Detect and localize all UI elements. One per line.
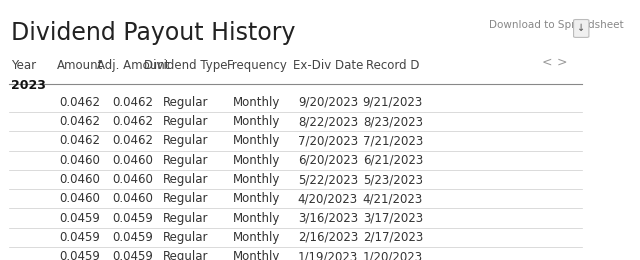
Text: Monthly: Monthly — [233, 192, 280, 205]
Text: Record D: Record D — [366, 59, 420, 72]
Text: 1/20/2023: 1/20/2023 — [363, 250, 423, 260]
Text: Monthly: Monthly — [233, 250, 280, 260]
Text: 8/23/2023: 8/23/2023 — [363, 115, 423, 128]
Text: Monthly: Monthly — [233, 115, 280, 128]
Text: 4/21/2023: 4/21/2023 — [363, 192, 423, 205]
Text: 0.0459: 0.0459 — [60, 231, 100, 244]
Text: 3/17/2023: 3/17/2023 — [363, 212, 423, 225]
Text: Monthly: Monthly — [233, 134, 280, 147]
Text: 5/23/2023: 5/23/2023 — [363, 173, 423, 186]
Text: Adj. Amount: Adj. Amount — [97, 59, 169, 72]
Text: 0.0459: 0.0459 — [113, 231, 154, 244]
Text: Frequency: Frequency — [227, 59, 287, 72]
Text: 1/19/2023: 1/19/2023 — [298, 250, 358, 260]
Text: <: < — [541, 56, 552, 69]
Text: 9/21/2023: 9/21/2023 — [363, 96, 423, 109]
Text: 2/16/2023: 2/16/2023 — [298, 231, 358, 244]
Text: 0.0460: 0.0460 — [60, 192, 100, 205]
Text: 9/20/2023: 9/20/2023 — [298, 96, 358, 109]
Text: 2/17/2023: 2/17/2023 — [363, 231, 423, 244]
Text: >: > — [557, 56, 568, 69]
Text: Regular: Regular — [163, 173, 209, 186]
Text: 0.0462: 0.0462 — [113, 96, 154, 109]
Text: ↓: ↓ — [577, 23, 586, 33]
FancyBboxPatch shape — [573, 20, 589, 37]
Text: Monthly: Monthly — [233, 231, 280, 244]
Text: Monthly: Monthly — [233, 173, 280, 186]
Text: 8/22/2023: 8/22/2023 — [298, 115, 358, 128]
Text: 0.0460: 0.0460 — [113, 173, 154, 186]
Text: 4/20/2023: 4/20/2023 — [298, 192, 358, 205]
Text: 0.0460: 0.0460 — [113, 192, 154, 205]
Text: 6/20/2023: 6/20/2023 — [298, 154, 358, 167]
Text: 0.0462: 0.0462 — [60, 96, 100, 109]
Text: Monthly: Monthly — [233, 154, 280, 167]
Text: 0.0459: 0.0459 — [113, 250, 154, 260]
Text: Regular: Regular — [163, 154, 209, 167]
Text: Regular: Regular — [163, 192, 209, 205]
Text: Regular: Regular — [163, 231, 209, 244]
Text: 0.0460: 0.0460 — [113, 154, 154, 167]
Text: 3/16/2023: 3/16/2023 — [298, 212, 358, 225]
Text: Dividend Payout History: Dividend Payout History — [11, 21, 295, 45]
Text: 2023: 2023 — [11, 79, 45, 92]
Text: 6/21/2023: 6/21/2023 — [363, 154, 423, 167]
Text: Download to Spreadsheet: Download to Spreadsheet — [489, 20, 624, 30]
Text: 0.0462: 0.0462 — [60, 134, 100, 147]
Text: Dividend Type: Dividend Type — [144, 59, 228, 72]
Text: 0.0459: 0.0459 — [113, 212, 154, 225]
Text: 0.0462: 0.0462 — [113, 115, 154, 128]
Text: Year: Year — [11, 59, 36, 72]
Text: Amount: Amount — [56, 59, 103, 72]
Text: Regular: Regular — [163, 134, 209, 147]
Text: Regular: Regular — [163, 115, 209, 128]
Text: 0.0462: 0.0462 — [113, 134, 154, 147]
Text: Regular: Regular — [163, 96, 209, 109]
Text: 0.0460: 0.0460 — [60, 154, 100, 167]
Text: Regular: Regular — [163, 250, 209, 260]
Text: 5/22/2023: 5/22/2023 — [298, 173, 358, 186]
Text: 0.0460: 0.0460 — [60, 173, 100, 186]
Text: 7/20/2023: 7/20/2023 — [298, 134, 358, 147]
Text: Monthly: Monthly — [233, 96, 280, 109]
Text: 0.0459: 0.0459 — [60, 250, 100, 260]
Text: Ex-Div Date: Ex-Div Date — [292, 59, 363, 72]
Text: Regular: Regular — [163, 212, 209, 225]
Text: Monthly: Monthly — [233, 212, 280, 225]
Text: 0.0459: 0.0459 — [60, 212, 100, 225]
Text: 0.0462: 0.0462 — [60, 115, 100, 128]
Text: 7/21/2023: 7/21/2023 — [363, 134, 423, 147]
